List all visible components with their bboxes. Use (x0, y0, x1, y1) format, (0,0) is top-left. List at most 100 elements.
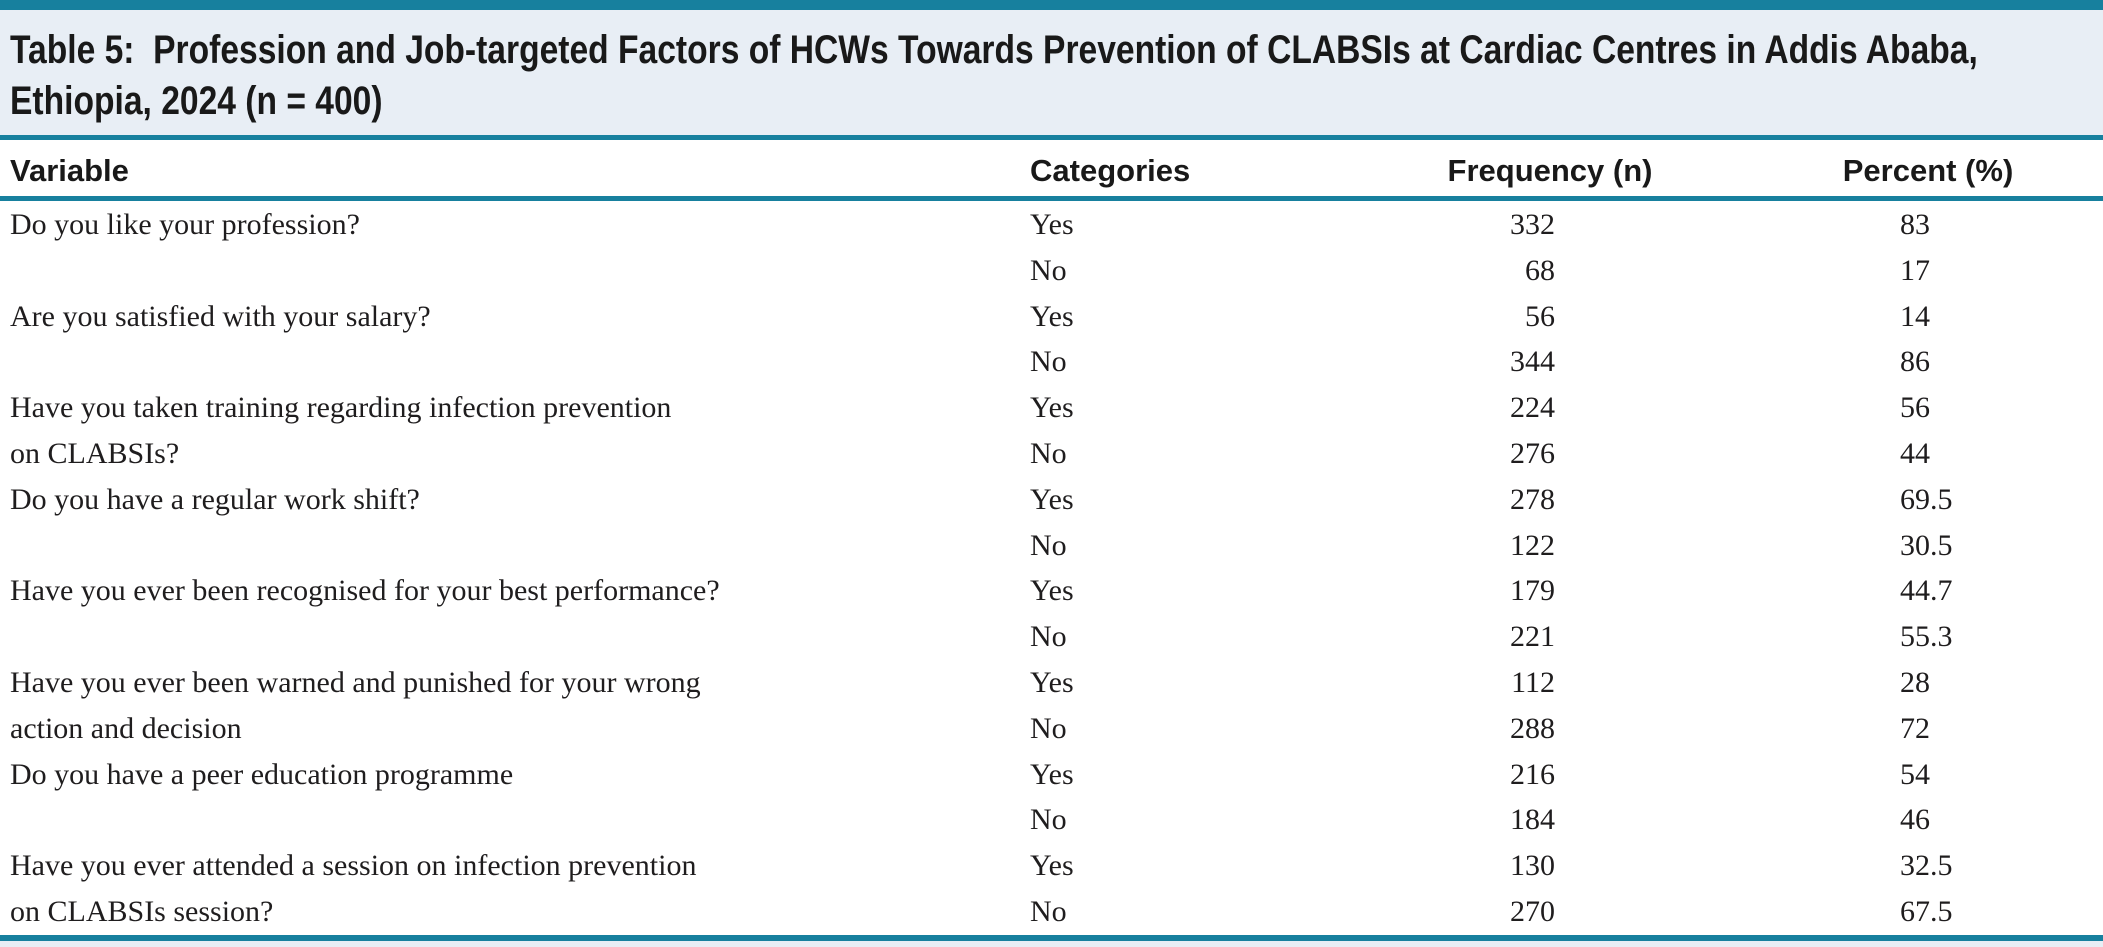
category-cell: No (1030, 436, 1067, 470)
frequency-cell: 221 (1510, 620, 1555, 654)
column-header-variable: Variable (10, 153, 129, 188)
category-cell: Yes (1030, 757, 1074, 791)
top-accent-bar (0, 0, 2103, 10)
table-row: No 270 67.5 (0, 889, 2103, 935)
variable-group: Have you taken training regarding infect… (0, 385, 2103, 477)
table-row: No 184 46 (0, 797, 2103, 843)
table-row: No 288 72 (0, 706, 2103, 752)
percent-cell: 67.5 (1900, 894, 1953, 928)
table-row: Yes 130 32.5 (0, 843, 2103, 889)
frequency-cell: 184 (1510, 803, 1555, 837)
variable-line: on CLABSIs? (10, 436, 180, 470)
variable-group: Have you ever been warned and punished f… (0, 660, 2103, 752)
variable-label: Are you satisfied with your salary? (10, 294, 1025, 340)
table-title-line1: Table 5: Profession and Job-targeted Fac… (10, 28, 1978, 72)
frequency-cell: 122 (1510, 528, 1555, 562)
category-cell: No (1030, 711, 1067, 745)
variable-line: Do you like your profession? (10, 208, 360, 241)
category-cell: Yes (1030, 574, 1074, 608)
table-row: Yes 179 44.7 (0, 568, 2103, 614)
frequency-cell: 278 (1510, 482, 1555, 516)
table-body: Do you like your profession? Yes 332 83 No 68… (0, 202, 2103, 935)
variable-line: Are you satisfied with your salary? (10, 299, 431, 333)
category-cell: No (1030, 894, 1067, 928)
table-row: No 122 30.5 (0, 523, 2103, 569)
divider-under-header (0, 196, 2103, 201)
category-cell: No (1030, 620, 1067, 654)
variable-label: Do you like your profession? (10, 202, 1025, 248)
column-header-frequency: Frequency (n) (1447, 153, 1653, 188)
percent-cell: 56 (1900, 391, 1930, 425)
percent-cell: 72 (1900, 711, 1930, 745)
table-row: No 276 44 (0, 431, 2103, 477)
variable-line: Have you taken training regarding infect… (10, 391, 672, 425)
variable-group: Have you ever been recognised for your b… (0, 568, 2103, 660)
variable-label: Have you ever been recognised for your b… (10, 568, 1025, 614)
variable-line: action and decision (10, 711, 242, 745)
frequency-cell: 270 (1510, 894, 1555, 928)
table-title-block: Table 5: Profession and Job-targeted Fac… (0, 10, 2103, 135)
frequency-cell: 224 (1510, 391, 1555, 425)
percent-cell: 28 (1900, 665, 1930, 699)
category-cell: Yes (1030, 208, 1074, 241)
percent-cell: 14 (1900, 299, 1930, 333)
frequency-cell: 344 (1510, 345, 1555, 379)
column-header-categories: Categories (1030, 153, 1191, 188)
variable-line: Have you ever attended a session on infe… (10, 849, 697, 883)
percent-cell: 32.5 (1900, 849, 1953, 883)
category-cell: No (1030, 253, 1067, 287)
category-cell: No (1030, 345, 1067, 379)
variable-group: Do you like your profession? Yes 332 83 No 68… (0, 202, 2103, 294)
variable-label: Have you ever been warned and punished f… (10, 660, 1025, 752)
table-row: No 221 55.3 (0, 614, 2103, 660)
frequency-cell: 216 (1510, 757, 1555, 791)
variable-group: Have you ever attended a session on infe… (0, 843, 2103, 935)
table-title-line2: Ethiopia, 2024 (n = 400) (10, 79, 383, 123)
table-row: Yes 278 69.5 (0, 477, 2103, 523)
variable-group: Do you have a regular work shift? Yes 278 6… (0, 477, 2103, 569)
category-cell: Yes (1030, 482, 1074, 516)
category-cell: No (1030, 528, 1067, 562)
variable-line: on CLABSIs session? (10, 894, 274, 928)
percent-cell: 55.3 (1900, 620, 1953, 654)
variable-line: Do you have a regular work shift? (10, 482, 420, 516)
table-row: No 68 17 (0, 248, 2103, 294)
divider-under-title (0, 135, 2103, 140)
percent-cell: 44 (1900, 436, 1930, 470)
category-cell: Yes (1030, 299, 1074, 333)
frequency-cell: 130 (1510, 849, 1555, 883)
column-header-percent: Percent (%) (1842, 153, 2014, 188)
variable-label: Have you taken training regarding infect… (10, 385, 1025, 477)
table-row: Yes 216 54 (0, 752, 2103, 798)
percent-cell: 54 (1900, 757, 1930, 791)
variable-label: Do you have a peer education programme (10, 752, 1025, 798)
table-row: Yes 332 83 (0, 202, 2103, 248)
variable-line: Do you have a peer education programme (10, 757, 514, 791)
divider-bottom (0, 935, 2103, 941)
variable-label: Do you have a regular work shift? (10, 477, 1025, 523)
variable-group: Do you have a peer education programme Ye… (0, 752, 2103, 844)
percent-cell: 46 (1900, 803, 1930, 837)
frequency-cell: 332 (1510, 208, 1555, 241)
frequency-cell: 288 (1510, 711, 1555, 745)
percent-cell: 83 (1900, 208, 1930, 241)
frequency-cell: 276 (1510, 436, 1555, 470)
table-row: Yes 56 14 (0, 294, 2103, 340)
variable-line: Have you ever been warned and punished f… (10, 665, 701, 699)
percent-cell: 69.5 (1900, 482, 1953, 516)
percent-cell: 17 (1900, 253, 1930, 287)
variable-label: Have you ever attended a session on infe… (10, 843, 1025, 935)
category-cell: Yes (1030, 391, 1074, 425)
variable-line: Have you ever been recognised for your b… (10, 574, 720, 608)
frequency-cell: 179 (1510, 574, 1555, 608)
frequency-cell: 56 (1525, 299, 1555, 333)
table-row: No 344 86 (0, 339, 2103, 385)
category-cell: No (1030, 803, 1067, 837)
category-cell: Yes (1030, 665, 1074, 699)
frequency-cell: 112 (1511, 665, 1555, 699)
percent-cell: 44.7 (1900, 574, 1953, 608)
table-row: Yes 112 28 (0, 660, 2103, 706)
percent-cell: 30.5 (1900, 528, 1953, 562)
category-cell: Yes (1030, 849, 1074, 883)
